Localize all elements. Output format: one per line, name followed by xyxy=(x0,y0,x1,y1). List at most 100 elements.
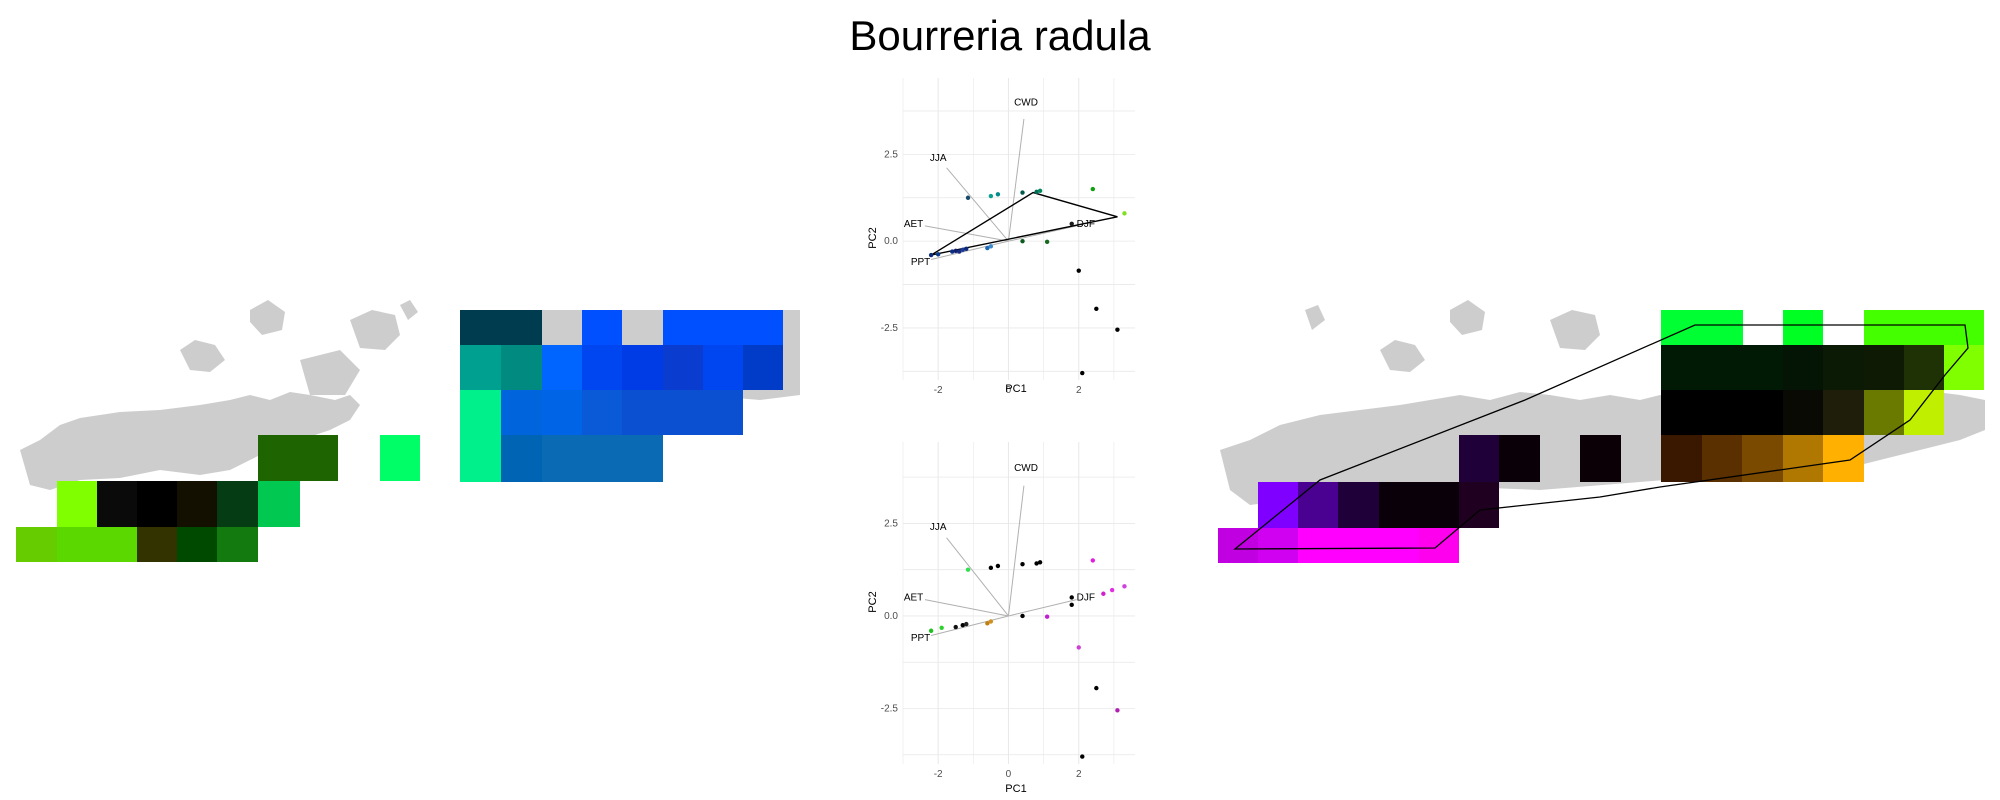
top-point xyxy=(985,245,990,251)
bot-point xyxy=(1115,708,1120,713)
bot-point xyxy=(965,567,971,572)
right-map-cell xyxy=(1702,435,1742,482)
top-point xyxy=(1044,239,1050,245)
top-point xyxy=(935,252,941,257)
pca-top-ylabel: PC2 xyxy=(867,227,879,248)
bot-ytick-label: 0.0 xyxy=(884,611,898,622)
top-vector-label: CWD xyxy=(1014,97,1038,108)
pca-bottom-ticks: -2 0 2 2.5 0.0 -2.5 xyxy=(881,518,1082,780)
top-point xyxy=(1080,370,1085,376)
right-map-hull-outline xyxy=(1233,324,1969,550)
pca-bottom-ylabel: PC2 xyxy=(867,591,879,612)
right-map-cell xyxy=(1661,435,1702,482)
middle-map-cell xyxy=(460,435,501,482)
middle-map-cell xyxy=(622,390,663,435)
middle-map-cell xyxy=(663,310,783,345)
middle-map-cell xyxy=(582,390,622,435)
right-map-cell xyxy=(1702,345,1783,390)
left-map-land xyxy=(20,300,418,490)
middle-map-cell xyxy=(622,435,663,482)
left-map-cell xyxy=(57,481,97,527)
right-map-cell xyxy=(1904,345,1944,390)
middle-map-cell xyxy=(663,390,703,435)
right-map-cell xyxy=(1459,482,1499,528)
top-point xyxy=(988,244,994,249)
pca-top-points xyxy=(928,186,1127,376)
right-map-cells xyxy=(1218,310,1984,563)
bot-vector-label: PPT xyxy=(911,633,930,644)
bot-point xyxy=(1020,561,1025,567)
bot-point xyxy=(985,621,990,626)
top-point xyxy=(964,246,969,251)
middle-map-cell xyxy=(743,345,783,390)
left-map-cell xyxy=(57,527,97,562)
bot-point xyxy=(1109,587,1115,593)
middle-map-cell xyxy=(582,435,622,482)
left-map xyxy=(16,300,420,562)
bot-point xyxy=(995,563,1001,569)
bot-vector-line xyxy=(1007,485,1025,617)
right-map-cell xyxy=(1298,482,1338,528)
middle-map-cell xyxy=(501,435,542,482)
bot-point xyxy=(953,624,958,630)
right-map-cell xyxy=(1661,390,1783,435)
top-vector-line xyxy=(946,167,1009,242)
top-point xyxy=(950,249,955,254)
left-map-cell xyxy=(137,527,177,562)
bot-point xyxy=(1020,613,1025,619)
top-vector-line xyxy=(1007,118,1025,242)
bot-vector-line xyxy=(1008,599,1077,617)
left-map-cell xyxy=(97,481,137,527)
bot-point xyxy=(1069,595,1074,600)
right-map-cell xyxy=(1904,390,1944,435)
top-point xyxy=(1115,327,1120,332)
top-vector-label: DJF xyxy=(1077,219,1095,230)
bot-vector-line xyxy=(924,599,1009,617)
pca-top-ticks: -2 0 2 2.5 0.0 -2.5 xyxy=(881,149,1082,396)
top-vector-line xyxy=(931,240,1009,260)
top-point xyxy=(1094,306,1099,312)
top-ytick-label: 0.0 xyxy=(884,236,898,247)
bot-point xyxy=(939,625,944,630)
bot-point xyxy=(1080,754,1085,759)
pca-bottom-xlabel: PC1 xyxy=(1005,783,1026,795)
right-map-cell xyxy=(1379,482,1459,528)
bot-point xyxy=(1094,685,1099,691)
left-map-cell xyxy=(258,481,300,527)
top-point xyxy=(1076,268,1081,273)
bot-vector-label: AET xyxy=(904,592,923,603)
pca-top-xlabel: PC1 xyxy=(1005,383,1026,395)
middle-map-cell xyxy=(542,345,582,390)
middle-map-cell xyxy=(460,310,542,345)
bot-point xyxy=(1090,558,1096,563)
middle-map-cell xyxy=(501,345,542,390)
bot-point xyxy=(1069,602,1074,608)
left-map-cell xyxy=(137,481,177,527)
bot-point xyxy=(964,621,969,627)
bot-xtick-label: -2 xyxy=(934,769,943,780)
middle-map-cell xyxy=(622,345,663,390)
bot-point xyxy=(1122,584,1127,589)
top-xtick-label: -2 xyxy=(934,385,943,396)
top-ytick-label: 2.5 xyxy=(884,149,898,160)
bot-point xyxy=(1076,645,1081,650)
middle-map-cell xyxy=(542,435,582,482)
right-map-cell xyxy=(1823,390,1864,435)
top-vector-label: PPT xyxy=(911,257,930,268)
pca-top-panel: CWD JJA AET PPT DJF -2 0 2 2.5 0.0 -2.5 PC1 PC2 xyxy=(867,78,1135,396)
top-vector-label: AET xyxy=(904,219,923,230)
middle-map-cell xyxy=(703,390,743,435)
bot-vector-line xyxy=(930,615,1009,636)
right-map-cell xyxy=(1783,310,1823,345)
right-map-cell xyxy=(1218,528,1258,563)
right-map-cell xyxy=(1499,435,1540,482)
bot-vector-line xyxy=(946,537,1009,617)
bot-ytick-label: -2.5 xyxy=(881,703,899,714)
left-map-cell xyxy=(177,481,217,527)
top-point xyxy=(957,249,962,254)
bot-point xyxy=(1044,614,1050,619)
right-map-cell xyxy=(1298,528,1419,563)
pca-top-vectors: CWD JJA AET PPT DJF xyxy=(904,97,1095,268)
bot-xtick-label: 2 xyxy=(1076,769,1082,780)
